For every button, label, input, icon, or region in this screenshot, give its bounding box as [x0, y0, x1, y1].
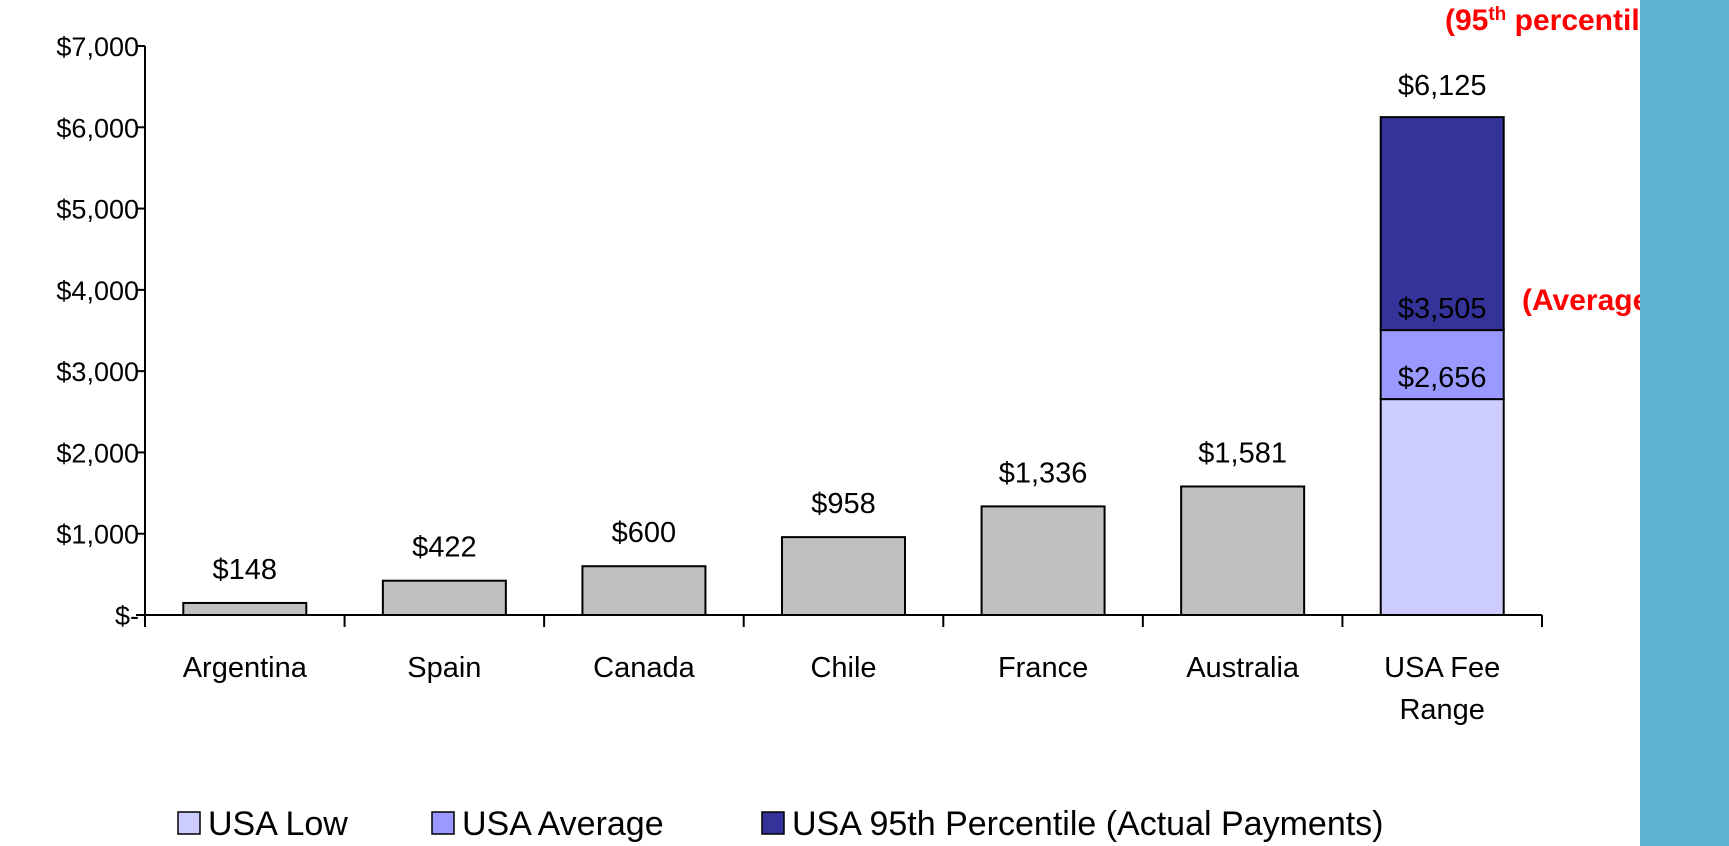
legend-label: USA Average [462, 805, 664, 843]
usa-95th-label: $6,125 [1398, 70, 1487, 102]
y-tick-label: $6,000 [56, 113, 139, 143]
legend-swatch [177, 811, 201, 835]
legend-label: USA 95th Percentile (Actual Payments) [792, 805, 1384, 843]
bar-value-label: $600 [612, 517, 677, 549]
x-category-label: Argentina [183, 652, 308, 684]
y-tick-label: $5,000 [56, 195, 139, 225]
y-tick-label: $1,000 [56, 520, 139, 550]
y-tick-label: $7,000 [56, 32, 139, 62]
bar-argentina [182, 601, 308, 617]
usa-average-label: $3,505 [1398, 293, 1487, 325]
y-tick-label: $- [115, 601, 139, 631]
y-tick-label: $2,000 [56, 438, 139, 468]
chart-annotations: (Average) (95th percentile) [1445, 4, 1666, 318]
x-category-label: Australia [1186, 652, 1300, 684]
bar-spain [381, 579, 507, 617]
bar-australia [1180, 485, 1306, 616]
usa-low-label: $2,656 [1398, 362, 1487, 394]
bar-value-label: $1,336 [999, 457, 1088, 489]
x-category-label: Chile [810, 652, 876, 684]
percentile-annotation: (95th percentile) [1445, 4, 1666, 38]
x-category-label: Canada [593, 652, 695, 684]
bar-value-label: $1,581 [1198, 437, 1287, 469]
bar-value-label: $422 [412, 532, 477, 564]
usa-segment-3 [1379, 116, 1505, 332]
y-tick-label: $3,000 [56, 357, 139, 387]
x-category-label: Spain [407, 652, 481, 684]
usa-segment-1 [1379, 398, 1505, 616]
bar-canada [581, 565, 707, 617]
legend-swatch [431, 811, 455, 835]
legend-entry: USA Average [431, 805, 664, 843]
average-annotation: (Average) [1522, 284, 1659, 317]
bar-chile [781, 536, 906, 617]
bar-value-label: $148 [213, 554, 278, 586]
x-category-label: Range [1399, 694, 1484, 726]
bar-france [980, 505, 1106, 616]
chart-labels: $148 $422 $600 $958 $1,336 $1,581 $2,656 $3,505… [213, 70, 1487, 586]
chart-legend: USA Low USA Average USA 95th Percentile (A… [177, 805, 1384, 843]
x-category-label: USA Fee [1384, 652, 1500, 684]
x-category-label: France [998, 652, 1088, 684]
legend-swatch [761, 811, 785, 835]
legend-entry: USA 95th Percentile (Actual Payments) [761, 805, 1384, 843]
chart-bars [182, 116, 1505, 617]
y-tick-label: $4,000 [56, 276, 139, 306]
bar-value-label: $958 [811, 488, 876, 520]
legend-label: USA Low [208, 805, 348, 843]
legend-entry: USA Low [177, 805, 348, 843]
chart-axes: $- $1,000 $2,000 $3,000 $4,000 $5,000 $6,000 $7… [56, 32, 1543, 726]
side-accent-bar [1640, 0, 1729, 846]
